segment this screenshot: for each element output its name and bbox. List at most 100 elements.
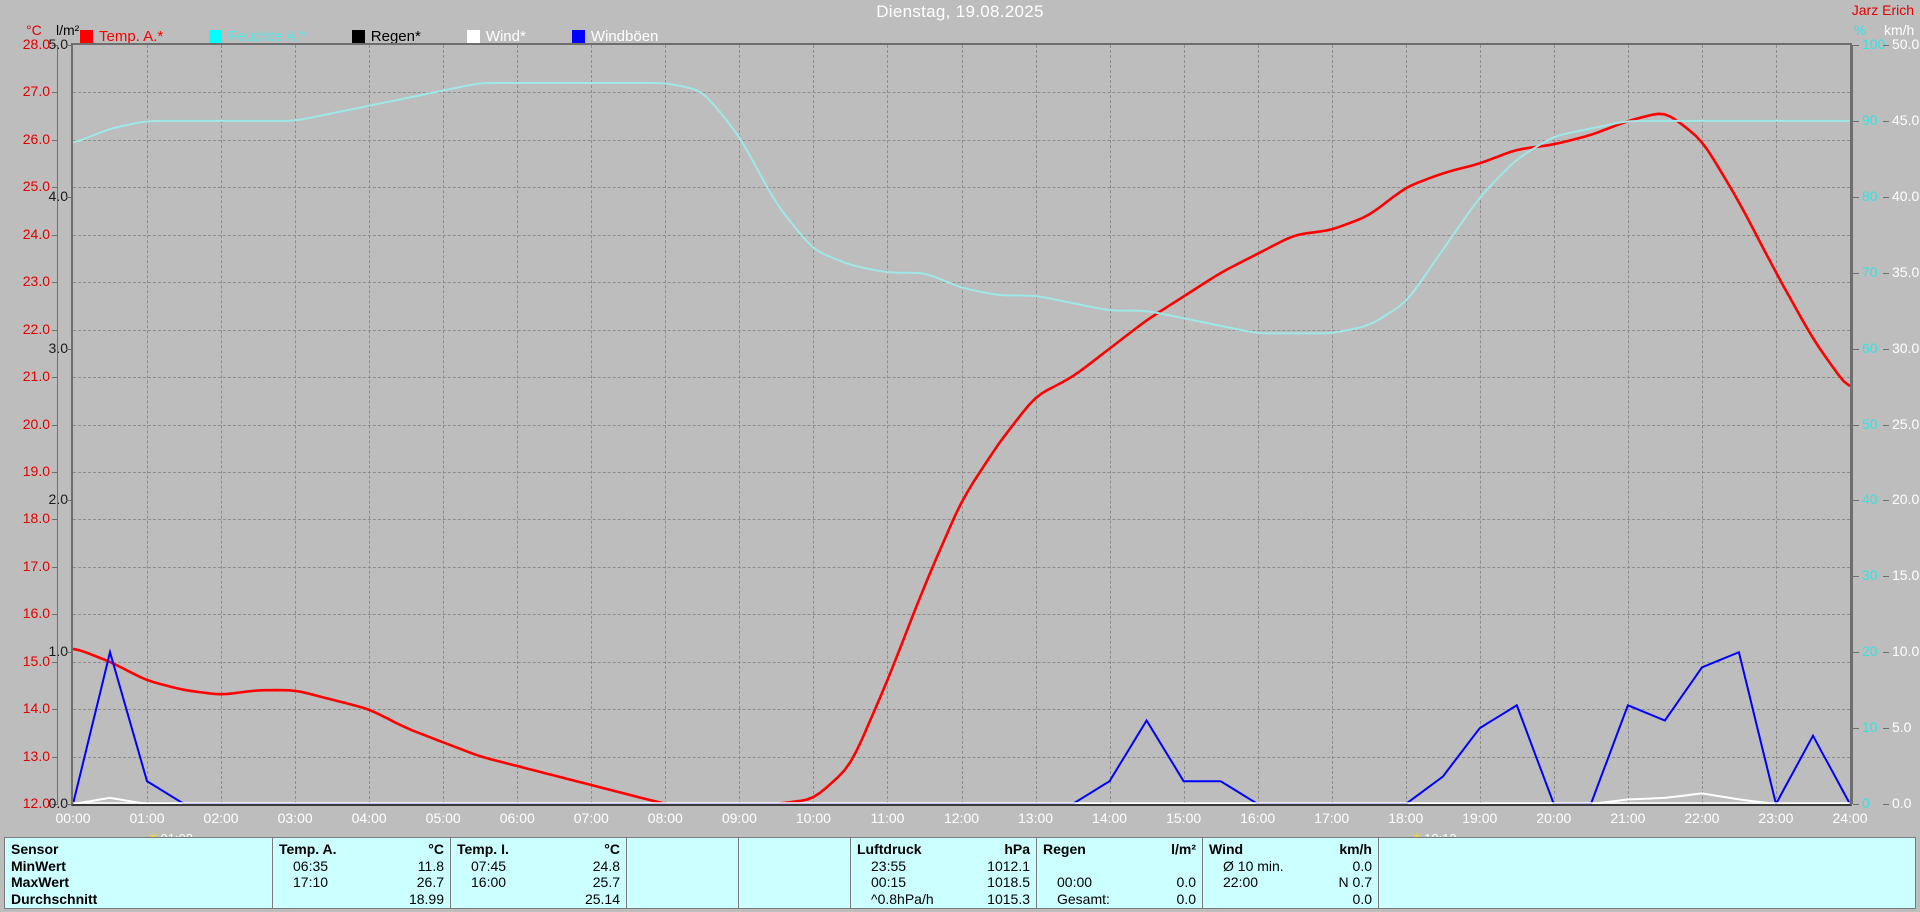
table-row-time — [66, 858, 220, 875]
temp-unit-label: °C — [26, 22, 42, 38]
series-temperature — [73, 112, 1850, 804]
time-tick-label: 00:00 — [55, 810, 91, 826]
temp-tick-label: 14.0 — [22, 700, 50, 717]
legend-item-windboeen[interactable]: Windböen — [571, 28, 658, 45]
time-tick-label: 04:00 — [351, 810, 387, 826]
wind-tick-label: 30.0 — [1892, 339, 1920, 356]
chart-gridlines — [73, 45, 1850, 804]
axis-tickmark — [52, 45, 58, 46]
table-row-value: 0.0 — [1176, 890, 1196, 907]
gridline-horizontal — [73, 329, 1850, 331]
table-row-value — [798, 891, 844, 908]
axis-spine — [57, 45, 58, 804]
table-row-value: 0.0 — [1352, 857, 1372, 874]
table-row: 18.99 — [279, 891, 444, 908]
table-header-row: Regen l/m² — [1043, 841, 1196, 858]
legend-swatch-icon — [466, 30, 480, 43]
chart-plot-area[interactable] — [71, 43, 1852, 806]
temp-tick-label: 24.0 — [22, 225, 50, 242]
table-header-unit: hPa — [1004, 841, 1030, 857]
gridline-horizontal — [73, 709, 1850, 711]
temp-tick-label: 28.0 — [22, 36, 50, 52]
table-row — [745, 874, 844, 891]
table-row-time: 00:00 — [1057, 874, 1093, 890]
table-header-label — [633, 841, 692, 858]
table-row: Gesamt: 0.0 — [1043, 891, 1196, 908]
legend-item-temp-aussen[interactable]: Temp. A.* — [80, 28, 163, 45]
table-header-label: Luftdruck — [857, 841, 922, 857]
rain-unit-label: l/m² — [56, 22, 80, 38]
table-row-time: Gesamt: — [1057, 890, 1110, 907]
axis-tickmark — [52, 234, 58, 236]
chart-series-layer — [73, 82, 1850, 804]
table-row: 00:15 1018.5 — [857, 874, 1030, 891]
wind-tick-label: 0.0 — [1892, 795, 1912, 811]
table-row-time: 22:00 — [1223, 874, 1259, 890]
wind-tick-label: 25.0 — [1892, 415, 1920, 432]
table-column-sensor: Sensor MinWert MaxWert Durchschnitt — [5, 838, 273, 908]
legend-item-regen[interactable]: Regen* — [351, 28, 421, 45]
table-column-empty-1 — [627, 838, 739, 908]
table-row-value — [220, 891, 266, 908]
axis-tickmark — [1853, 196, 1859, 198]
axis-tickmark — [52, 282, 58, 284]
table-row-value: 1018.5 — [987, 874, 1030, 890]
table-row: 06:35 11.8 — [279, 858, 444, 875]
axis-tickmark — [1853, 728, 1859, 730]
axis-tickmark — [66, 196, 72, 198]
table-row-value: N 0.7 — [1338, 874, 1372, 890]
temp-tick-label: 16.0 — [22, 605, 50, 622]
wind-tick-label: 10.0 — [1892, 643, 1920, 660]
legend-item-wind[interactable]: Wind* — [466, 28, 526, 45]
table-row-label: Durchschnitt — [11, 890, 98, 907]
table-header-label: Regen — [1043, 841, 1086, 857]
temp-tick-label: 13.0 — [22, 747, 50, 764]
humidity-tick-label: 100 — [1862, 36, 1886, 52]
table-row-label: MinWert — [11, 857, 66, 874]
table-header-unit: °C — [428, 841, 444, 857]
table-row-time — [1385, 858, 1467, 875]
wind-tick-label: 15.0 — [1892, 567, 1920, 584]
axis-tickmark — [1853, 804, 1859, 805]
wind-tick-label: 50.0 — [1892, 36, 1920, 52]
table-row — [745, 891, 844, 908]
time-tick-label: 03:00 — [277, 810, 313, 826]
table-header-label — [1385, 841, 1473, 858]
temp-tick-label: 20.0 — [22, 415, 50, 432]
humidity-unit-label: % — [1854, 22, 1867, 38]
table-row-value: 1012.1 — [987, 857, 1030, 874]
humidity-tick-label: 90 — [1862, 111, 1878, 128]
table-row-value: 26.7 — [416, 874, 444, 890]
table-row — [745, 858, 844, 875]
page-title: Dienstag, 19.08.2025 — [876, 2, 1044, 21]
axis-tickmark — [1883, 804, 1889, 805]
axis-tickmark — [1883, 728, 1889, 730]
time-tick-label: 15:00 — [1166, 810, 1202, 826]
axis-tickmark — [1883, 424, 1889, 426]
time-tick-label: 18:00 — [1388, 810, 1424, 826]
rain-tick-label: 5.0 — [48, 36, 68, 52]
axis-tickmark — [66, 500, 72, 502]
table-row-value — [1467, 891, 1513, 908]
summary-table: Sensor MinWert MaxWert Durchschnitt Temp. A.… — [4, 837, 1916, 909]
wind-tick-label: 5.0 — [1892, 719, 1912, 736]
table-row: 16:00 25.7 — [457, 874, 620, 891]
gridline-horizontal — [73, 187, 1850, 189]
table-row: ^0.8hPa/h 1015.3 — [857, 891, 1030, 908]
table-row: MinWert — [11, 858, 266, 875]
axis-tickmark — [52, 139, 58, 141]
table-row: Ø 10 min. 0.0 — [1209, 858, 1372, 875]
table-row — [633, 874, 732, 891]
legend-item-feuchte[interactable]: Feuchte A.* — [209, 28, 306, 45]
temp-tick-label: 19.0 — [22, 462, 50, 479]
axis-tickmark — [1853, 576, 1859, 578]
table-row-value: 25.7 — [592, 874, 620, 890]
temp-tick-label: 27.0 — [22, 83, 50, 100]
temp-tick-label: 22.0 — [22, 320, 50, 337]
gridline-horizontal — [73, 471, 1850, 473]
station-name: Jarz Erich — [1851, 2, 1914, 18]
table-column-wind: Wind km/h Ø 10 min. 0.0 22:00 N 0.7 0.0 — [1203, 838, 1379, 908]
temp-tick-label: 18.0 — [22, 510, 50, 527]
table-row-time — [279, 891, 398, 908]
legend-label: Regen* — [370, 28, 421, 45]
